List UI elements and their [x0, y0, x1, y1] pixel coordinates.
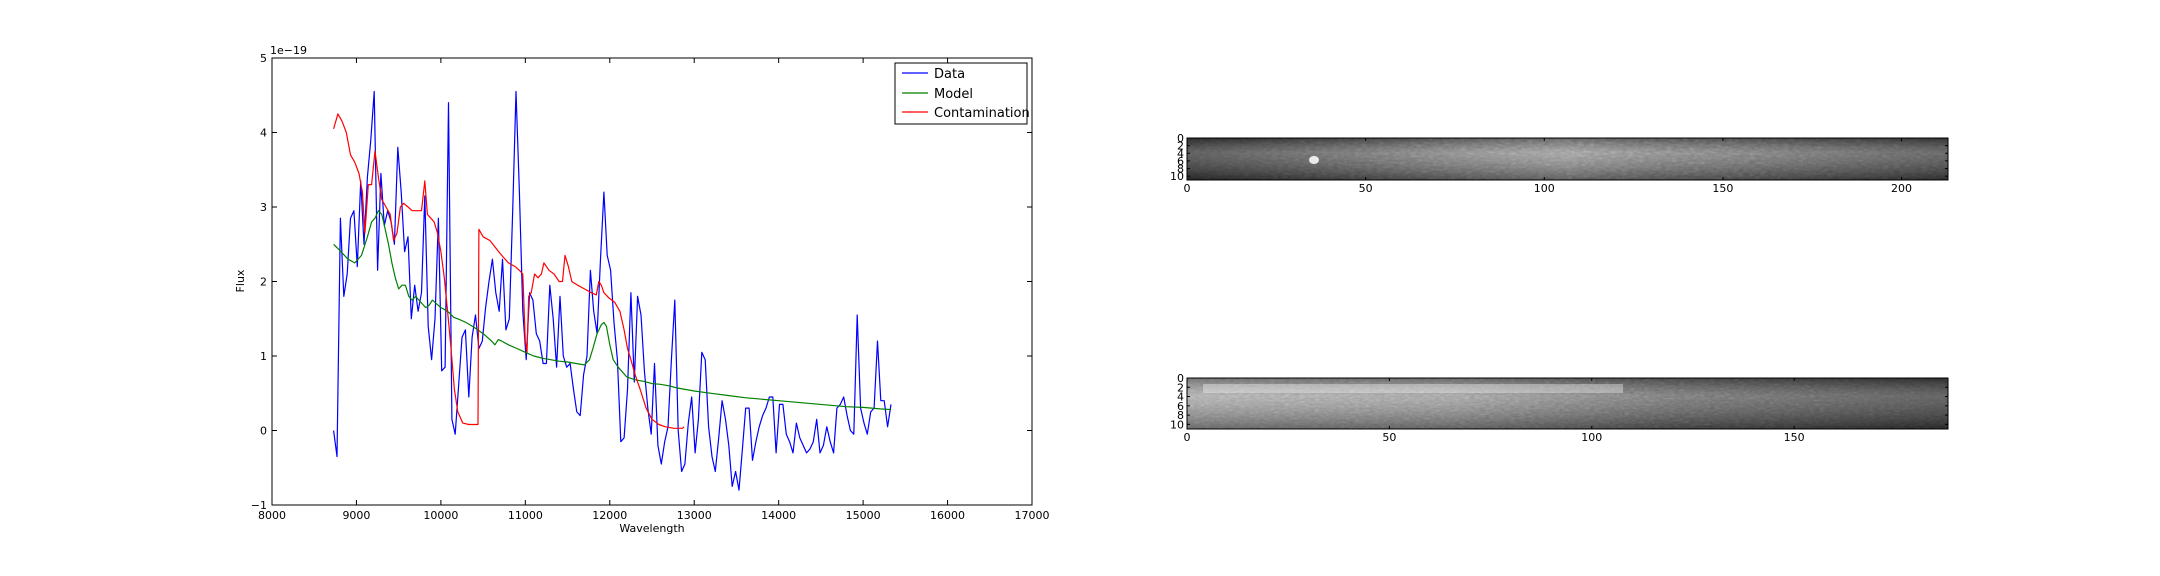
x-axis-label: Wavelength: [619, 522, 684, 535]
image-2-bright-trace: [1203, 384, 1623, 393]
image-y-tick-label: 2: [1177, 140, 1184, 153]
y-tick-label: 0: [260, 425, 267, 438]
image-1-frame: [1186, 137, 1949, 181]
image-y-tick-label: 0: [1177, 372, 1184, 385]
image-2-vgradient: [1187, 378, 1948, 429]
x-tick-label: 8000: [258, 509, 286, 522]
x-tick-label: 11000: [508, 509, 543, 522]
image-y-tick-label: 2: [1177, 381, 1184, 394]
x-tick-label: 9000: [342, 509, 370, 522]
spectrum-line-chart: 8000 9000 10000 11000 12000 13000 14000 15000 16…: [234, 44, 1050, 535]
image-x-tick-label: 50: [1382, 431, 1396, 444]
image-x-tick-label: 150: [1712, 182, 1733, 195]
x-tick-label: 15000: [846, 509, 881, 522]
image-y-tick-label: 10: [1170, 170, 1184, 183]
image-y-tick-label: 8: [1177, 163, 1184, 176]
image-x-tick-label: 200: [1891, 182, 1912, 195]
image-x-tick-label: 150: [1784, 431, 1805, 444]
series-line-contamination: [333, 113, 685, 429]
y-axis-label: Flux: [234, 269, 247, 292]
legend: Data Model Contamination: [894, 62, 1030, 125]
series-line-data: [333, 90, 892, 491]
image-x-tick-label: 0: [1184, 431, 1191, 444]
image-1-vgradient: [1187, 138, 1948, 180]
x-tick-label: 13000: [677, 509, 712, 522]
y-tick-label: 2: [260, 276, 267, 289]
image-y-tick-label: 4: [1177, 391, 1184, 404]
plot-frame: [271, 57, 1033, 506]
image-1-bright-source: [1309, 156, 1319, 164]
y-tick-label: 1: [260, 350, 267, 363]
series-line-model: [333, 210, 892, 411]
y-tick-label: 3: [260, 201, 267, 214]
legend-entry-contamination: Contamination: [934, 106, 1030, 121]
image-y-tick-label: 8: [1177, 409, 1184, 422]
image-y-tick-label: 10: [1170, 418, 1184, 431]
x-tick-label: 16000: [930, 509, 965, 522]
image-x-tick-label: 100: [1581, 431, 1602, 444]
x-tick-label: 17000: [1015, 509, 1050, 522]
plot-area: [272, 58, 1032, 505]
image-x-tick-label: 0: [1184, 182, 1191, 195]
image-y-tick-label: 0: [1177, 132, 1184, 145]
image-y-tick-label: 6: [1177, 155, 1184, 168]
image-x-tick-label: 100: [1534, 182, 1555, 195]
y-tick-label: −1: [251, 499, 267, 512]
image-x-tick-label: 50: [1359, 182, 1373, 195]
x-tick-label: 12000: [592, 509, 627, 522]
image-y-tick-label: 6: [1177, 400, 1184, 413]
x-tick-label: 10000: [423, 509, 458, 522]
image-2-frame: [1186, 377, 1949, 430]
image-y-tick-label: 4: [1177, 147, 1184, 160]
x-tick-label: 14000: [761, 509, 796, 522]
y-tick-label: 4: [260, 127, 267, 140]
legend-entry-model: Model: [934, 87, 973, 102]
legend-entry-data: Data: [934, 67, 965, 82]
y-offset-text: 1e−19: [270, 44, 307, 57]
y-tick-label: 5: [260, 52, 267, 65]
